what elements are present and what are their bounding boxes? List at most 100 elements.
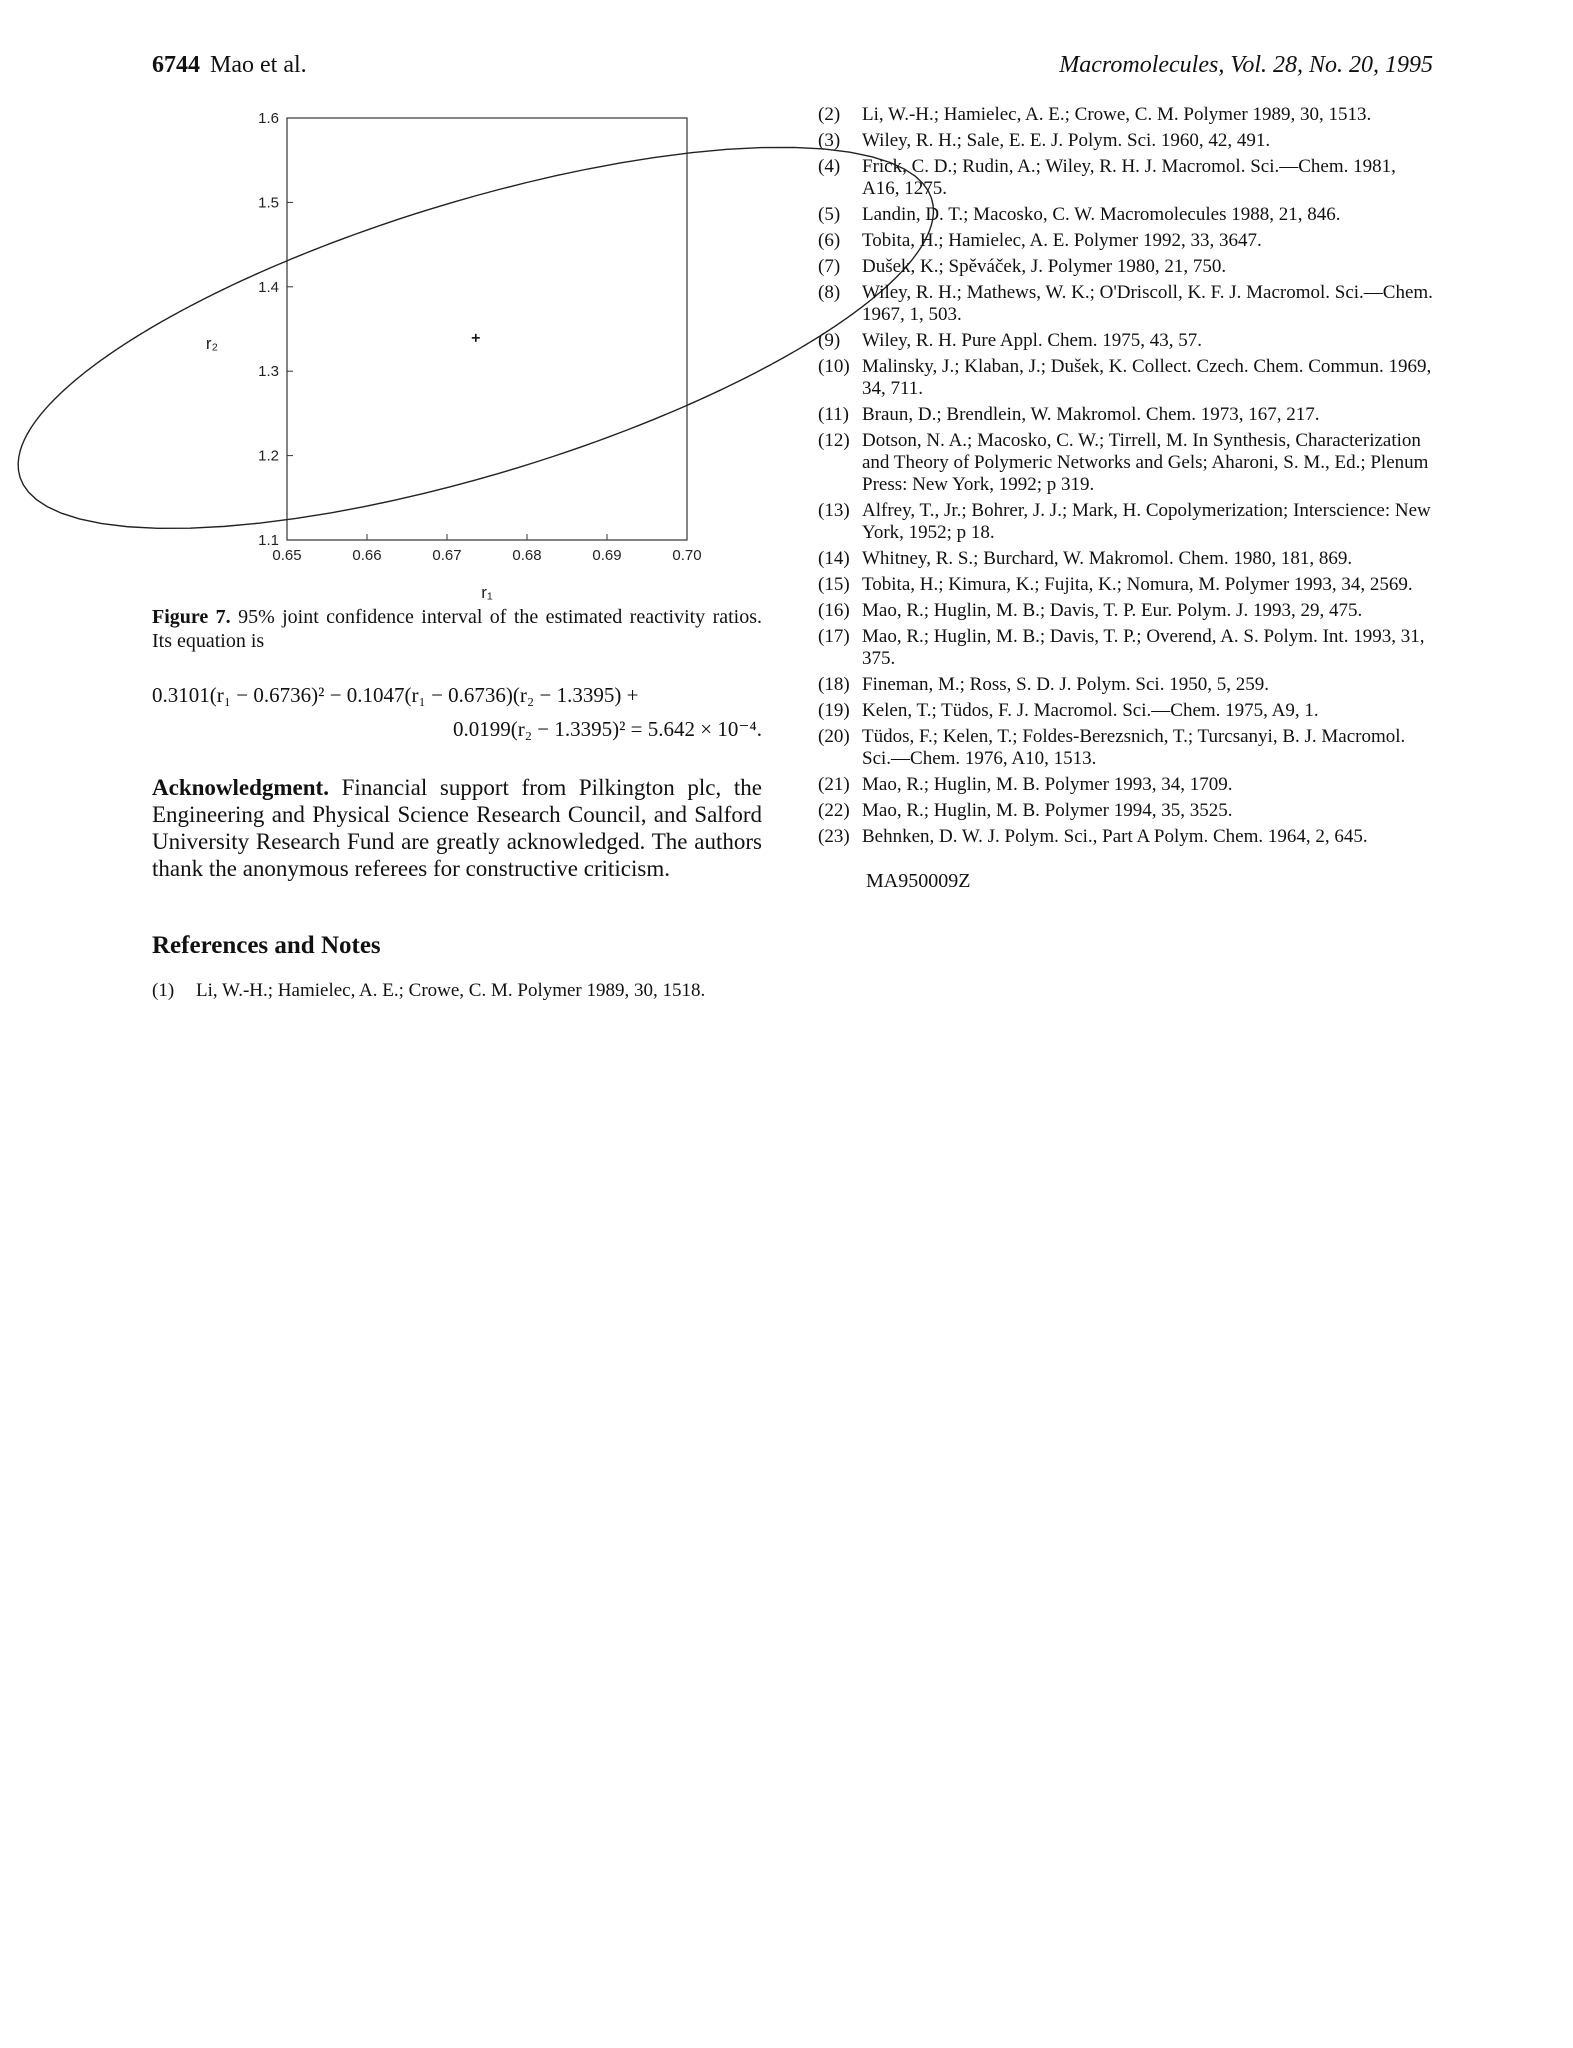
reference-item: (8) Wiley, R. H.; Mathews, W. K.; O'Drisc…	[818, 282, 1433, 326]
y-axis-label: r₂	[206, 334, 218, 353]
references-list-right: (2) Li, W.-H.; Hamielec, A. E.; Crowe, C.…	[818, 104, 1433, 852]
figure-caption: Figure 7. 95% joint confidence interval …	[152, 605, 762, 653]
figure-caption-text: 95% joint confidence interval of the est…	[152, 606, 763, 652]
y-tick-label: 1.5	[258, 194, 279, 211]
page-header-left: 6744 Mao et al.	[152, 52, 307, 79]
x-tick-label: 0.68	[512, 547, 541, 564]
reference-item: (11) Braun, D.; Brendlein, W. Makromol. C…	[818, 404, 1433, 426]
x-tick-label: 0.69	[592, 547, 621, 564]
reference-text: Wiley, R. H.; Mathews, W. K.; O'Driscoll…	[862, 282, 1433, 325]
acknowledgment-heading: Acknowledgment.	[152, 775, 329, 800]
reference-number: (16)	[818, 600, 850, 621]
reference-item: (17) Mao, R.; Huglin, M. B.; Davis, T. P.…	[818, 626, 1433, 670]
reference-item: (9) Wiley, R. H. Pure Appl. Chem. 1975, 4…	[818, 330, 1433, 352]
reference-item: (4) Frick, C. D.; Rudin, A.; Wiley, R. H.…	[818, 156, 1433, 200]
y-tick-label: 1.4	[258, 279, 279, 296]
reference-text: Frick, C. D.; Rudin, A.; Wiley, R. H. J.…	[862, 156, 1396, 199]
reference-text: Fineman, M.; Ross, S. D. J. Polym. Sci. …	[862, 674, 1269, 695]
acknowledgment-section: Acknowledgment. Financial support from P…	[152, 774, 762, 882]
reference-number: (9)	[818, 330, 841, 351]
reference-text: Wiley, R. H. Pure Appl. Chem. 1975, 43, …	[862, 330, 1202, 351]
figure-label: Figure 7.	[152, 606, 231, 628]
reference-item: (1) Li, W.-H.; Hamielec, A. E.; Crowe, C.…	[152, 980, 762, 1002]
y-tick-label: 1.1	[258, 532, 279, 549]
reference-number: (10)	[818, 356, 850, 377]
reference-number: (4)	[818, 156, 841, 177]
reference-item: (19) Kelen, T.; Tüdos, F. J. Macromol. Sc…	[818, 700, 1433, 722]
equation-line-1: 0.3101(r₁ − 0.6736)² − 0.1047(r₁ − 0.673…	[152, 683, 639, 707]
figure-7-chart: 0.65 0.66 0.67 0.68 0.69 0.70 1.1 1.2 1.3 1.4 1.5 1…	[17, 110, 935, 602]
equation-line-2: 0.0199(r₂ − 1.3395)² = 5.642 × 10⁻⁴.	[452, 717, 762, 741]
reference-text: Wiley, R. H.; Sale, E. E. J. Polym. Sci.…	[862, 130, 1271, 151]
reference-text: Tobita, H.; Hamielec, A. E. Polymer 1992…	[862, 230, 1262, 251]
y-tick-label: 1.2	[258, 448, 279, 465]
reference-number: (11)	[818, 404, 849, 425]
reference-number: (8)	[818, 282, 841, 303]
reference-item: (5) Landin, D. T.; Macosko, C. W. Macromo…	[818, 204, 1433, 226]
reference-text: Li, W.-H.; Hamielec, A. E.; Crowe, C. M.…	[862, 104, 1372, 125]
reference-text: Landin, D. T.; Macosko, C. W. Macromolec…	[862, 204, 1341, 225]
x-axis-label: r₁	[481, 583, 493, 602]
reference-text: Dotson, N. A.; Macosko, C. W.; Tirrell, …	[862, 430, 1429, 495]
x-tick-label: 0.65	[272, 547, 301, 564]
x-tick-label: 0.67	[432, 547, 461, 564]
reference-item: (21) Mao, R.; Huglin, M. B. Polymer 1993,…	[818, 774, 1433, 796]
reference-item: (13) Alfrey, T., Jr.; Bohrer, J. J.; Mark…	[818, 500, 1433, 544]
confidence-ellipse	[17, 146, 935, 530]
reference-number: (21)	[818, 774, 850, 795]
reference-number: (22)	[818, 800, 850, 821]
reference-number: (6)	[818, 230, 841, 251]
reference-text: Li, W.-H.; Hamielec, A. E.; Crowe, C. M.…	[196, 980, 706, 1001]
reference-number: (1)	[152, 980, 175, 1001]
reference-number: (13)	[818, 500, 850, 521]
reference-text: Mao, R.; Huglin, M. B. Polymer 1993, 34,…	[862, 774, 1233, 795]
reference-item: (10) Malinsky, J.; Klaban, J.; Dušek, K. …	[818, 356, 1433, 400]
reference-item: (15) Tobita, H.; Kimura, K.; Fujita, K.; …	[818, 574, 1433, 596]
reference-number: (15)	[818, 574, 850, 595]
reference-text: Kelen, T.; Tüdos, F. J. Macromol. Sci.—C…	[862, 700, 1319, 721]
page-number: 6744	[152, 52, 200, 78]
header-authors: Mao et al.	[210, 52, 307, 78]
reference-number: (18)	[818, 674, 850, 695]
reference-text: Mao, R.; Huglin, M. B.; Davis, T. P.; Ov…	[862, 626, 1425, 669]
reference-number: (14)	[818, 548, 850, 569]
reference-item: (2) Li, W.-H.; Hamielec, A. E.; Crowe, C.…	[818, 104, 1433, 126]
reference-item: (14) Whitney, R. S.; Burchard, W. Makromo…	[818, 548, 1433, 570]
reference-number: (5)	[818, 204, 841, 225]
journal-citation: Macromolecules, Vol. 28, No. 20, 1995	[1059, 52, 1433, 78]
reference-item: (23) Behnken, D. W. J. Polym. Sci., Part …	[818, 826, 1433, 848]
y-tick-label: 1.3	[258, 363, 279, 380]
reference-number: (19)	[818, 700, 850, 721]
reference-item: (18) Fineman, M.; Ross, S. D. J. Polym. S…	[818, 674, 1433, 696]
reference-item: (12) Dotson, N. A.; Macosko, C. W.; Tirre…	[818, 430, 1433, 496]
x-tick-label: 0.66	[352, 547, 381, 564]
reference-number: (12)	[818, 430, 850, 451]
reference-item: (22) Mao, R.; Huglin, M. B. Polymer 1994,…	[818, 800, 1433, 822]
ellipse-equation: 0.3101(r₁ − 0.6736)² − 0.1047(r₁ − 0.673…	[152, 678, 762, 746]
reference-number: (7)	[818, 256, 841, 277]
reference-text: Tobita, H.; Kimura, K.; Fujita, K.; Nomu…	[862, 574, 1413, 595]
reference-text: Behnken, D. W. J. Polym. Sci., Part A Po…	[862, 826, 1368, 847]
reference-number: (2)	[818, 104, 841, 125]
reference-text: Dušek, K.; Spěváček, J. Polymer 1980, 21…	[862, 256, 1227, 277]
acknowledgment-text: Financial support from Pilkington plc, t…	[152, 775, 762, 881]
manuscript-id: MA950009Z	[866, 870, 971, 892]
reference-text: Whitney, R. S.; Burchard, W. Makromol. C…	[862, 548, 1353, 569]
reference-text: Alfrey, T., Jr.; Bohrer, J. J.; Mark, H.…	[862, 500, 1431, 543]
reference-item: (6) Tobita, H.; Hamielec, A. E. Polymer 1…	[818, 230, 1433, 252]
reference-item: (20) Tüdos, F.; Kelen, T.; Foldes-Berezsn…	[818, 726, 1433, 770]
reference-number: (3)	[818, 130, 841, 151]
reference-number: (23)	[818, 826, 850, 847]
reference-text: Mao, R.; Huglin, M. B.; Davis, T. P. Eur…	[862, 600, 1363, 621]
reference-text: Malinsky, J.; Klaban, J.; Dušek, K. Coll…	[862, 356, 1432, 399]
references-list-left: (1) Li, W.-H.; Hamielec, A. E.; Crowe, C.…	[152, 980, 762, 1006]
reference-text: Mao, R.; Huglin, M. B. Polymer 1994, 35,…	[862, 800, 1233, 821]
x-tick-label: 0.70	[672, 547, 701, 564]
references-title: References and Notes	[152, 932, 381, 959]
reference-text: Braun, D.; Brendlein, W. Makromol. Chem.…	[862, 404, 1320, 425]
reference-number: (20)	[818, 726, 850, 747]
reference-item: (3) Wiley, R. H.; Sale, E. E. J. Polym. S…	[818, 130, 1433, 152]
reference-item: (16) Mao, R.; Huglin, M. B.; Davis, T. P.…	[818, 600, 1433, 622]
reference-text: Tüdos, F.; Kelen, T.; Foldes-Berezsnich,…	[862, 726, 1406, 769]
plot-frame	[286, 117, 688, 541]
